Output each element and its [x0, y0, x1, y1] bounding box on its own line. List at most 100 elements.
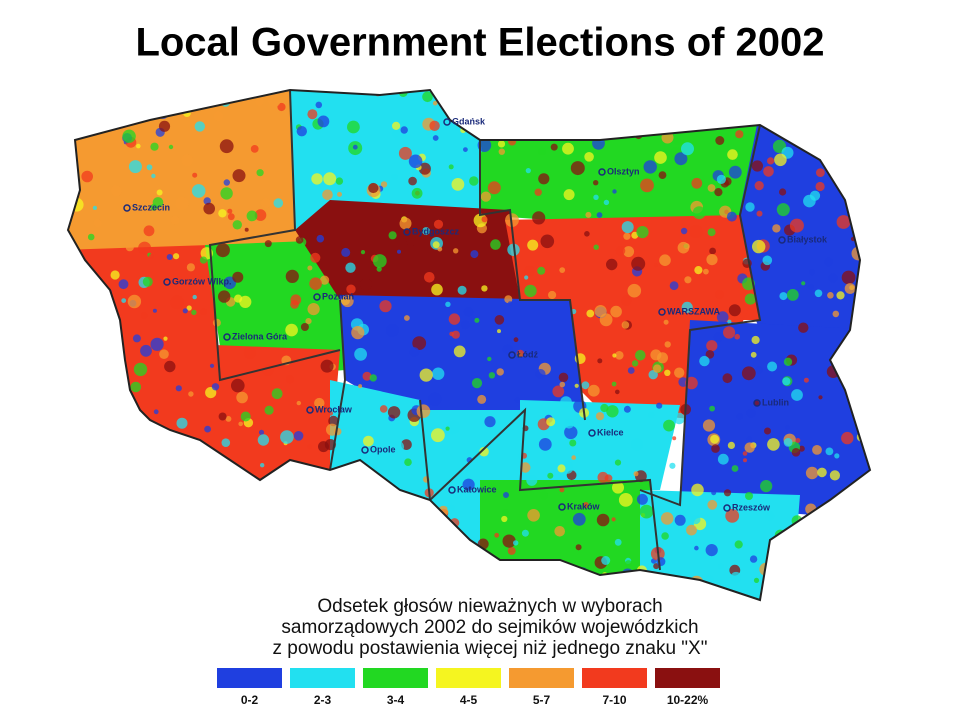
- speckle: [844, 583, 856, 595]
- speckle: [874, 199, 879, 204]
- speckle: [845, 100, 855, 110]
- speckle: [665, 577, 676, 588]
- speckle: [532, 211, 546, 225]
- legend-caption: z powodu postawienia więcej niż jednego …: [273, 638, 708, 659]
- speckle: [665, 109, 673, 117]
- speckle: [477, 394, 487, 404]
- speckle: [751, 160, 764, 172]
- speckle: [557, 464, 566, 473]
- speckle: [384, 487, 394, 497]
- speckle: [182, 483, 197, 497]
- speckle: [593, 244, 599, 250]
- speckle: [789, 218, 804, 233]
- speckle: [250, 588, 262, 600]
- speckle: [457, 285, 467, 295]
- speckle: [844, 504, 855, 515]
- speckle: [307, 109, 318, 120]
- speckle: [447, 504, 456, 513]
- speckle: [355, 493, 361, 499]
- speckle: [800, 602, 811, 613]
- speckle: [814, 289, 823, 298]
- speckle: [110, 270, 120, 280]
- speckle: [307, 303, 320, 316]
- speckle: [191, 309, 197, 316]
- speckle: [400, 126, 408, 134]
- speckle: [648, 411, 655, 419]
- speckle: [93, 218, 102, 228]
- speckle: [534, 587, 540, 592]
- speckle: [558, 573, 572, 586]
- speckle: [791, 389, 803, 401]
- speckle: [269, 507, 277, 514]
- speckle: [662, 95, 673, 106]
- speckle: [310, 252, 321, 263]
- speckle: [59, 153, 63, 157]
- speckle: [872, 483, 877, 488]
- speckle: [763, 166, 774, 177]
- speckle: [779, 292, 788, 301]
- speckle: [112, 595, 126, 600]
- speckle: [146, 164, 153, 171]
- speckle: [653, 364, 662, 373]
- speckle: [100, 479, 111, 491]
- speckle: [611, 517, 616, 522]
- legend-swatch: [290, 668, 355, 688]
- speckle: [481, 216, 488, 223]
- speckle: [735, 130, 744, 139]
- speckle: [86, 523, 95, 532]
- speckle: [322, 189, 333, 201]
- speckle: [524, 265, 535, 277]
- speckle: [150, 203, 158, 211]
- speckle: [232, 271, 244, 283]
- speckle: [348, 575, 358, 586]
- speckle: [496, 579, 507, 590]
- speckle: [737, 90, 749, 102]
- speckle: [660, 512, 674, 525]
- speckle: [369, 374, 377, 382]
- speckle: [593, 180, 599, 186]
- speckle: [132, 334, 141, 343]
- speckle: [453, 248, 459, 254]
- speckle: [554, 526, 565, 537]
- speckle: [191, 184, 206, 198]
- speckle: [99, 390, 106, 397]
- speckle: [461, 95, 476, 109]
- speckle: [726, 211, 737, 222]
- speckle: [862, 431, 870, 443]
- speckle: [142, 276, 153, 287]
- speckle: [836, 291, 845, 300]
- speckle: [618, 493, 633, 507]
- speckle: [80, 397, 88, 405]
- speckle: [424, 272, 435, 283]
- speckle: [223, 179, 230, 186]
- speckle: [612, 189, 617, 194]
- speckle: [767, 438, 780, 451]
- legend-label: 0-2: [241, 693, 259, 707]
- city-label: Gorzów Wlkp.: [172, 276, 232, 286]
- speckle: [391, 440, 404, 454]
- speckle: [56, 357, 65, 366]
- speckle: [664, 341, 671, 348]
- speckle: [285, 269, 299, 283]
- speckle: [716, 174, 727, 184]
- speckle: [841, 93, 852, 104]
- speckle: [173, 253, 180, 260]
- speckle: [556, 120, 564, 127]
- legend-swatch: [217, 668, 282, 688]
- speckle: [165, 543, 180, 557]
- speckle: [707, 228, 716, 237]
- speckle: [337, 191, 342, 197]
- speckle: [563, 189, 575, 201]
- speckle: [90, 436, 97, 442]
- speckle: [571, 455, 576, 460]
- borders: [208, 90, 762, 571]
- speckle: [203, 202, 215, 215]
- speckle: [360, 250, 366, 255]
- speckle: [87, 233, 95, 241]
- speckle: [320, 359, 334, 373]
- speckle: [623, 405, 631, 413]
- speckle: [824, 586, 837, 599]
- speckle: [461, 541, 467, 548]
- speckle: [290, 300, 299, 309]
- speckle: [496, 368, 504, 376]
